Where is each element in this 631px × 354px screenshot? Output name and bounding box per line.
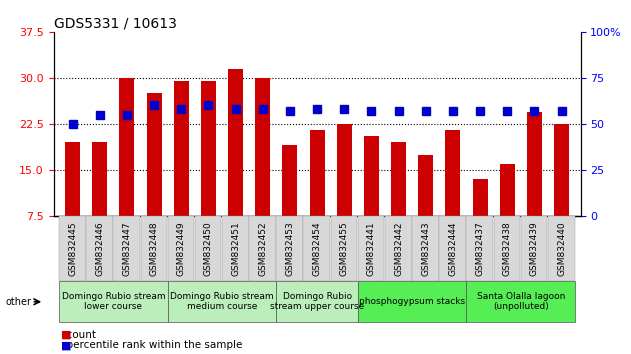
Text: GSM832450: GSM832450 bbox=[204, 221, 213, 276]
Text: GDS5331 / 10613: GDS5331 / 10613 bbox=[54, 17, 177, 31]
Text: GSM832445: GSM832445 bbox=[68, 221, 77, 276]
Bar bbox=[337, 124, 351, 216]
Text: GSM832452: GSM832452 bbox=[258, 221, 268, 276]
Text: GSM832448: GSM832448 bbox=[150, 221, 158, 276]
Text: GSM832451: GSM832451 bbox=[231, 221, 240, 276]
Text: GSM832454: GSM832454 bbox=[312, 221, 322, 276]
Text: phosphogypsum stacks: phosphogypsum stacks bbox=[359, 297, 465, 306]
Text: count: count bbox=[60, 330, 96, 339]
Bar bbox=[119, 78, 134, 216]
Bar bbox=[146, 93, 162, 216]
Text: GSM832439: GSM832439 bbox=[530, 221, 539, 276]
Bar bbox=[283, 145, 297, 216]
Text: ■: ■ bbox=[61, 330, 72, 339]
Bar bbox=[201, 81, 216, 216]
Text: Santa Olalla lagoon
(unpolluted): Santa Olalla lagoon (unpolluted) bbox=[476, 292, 565, 312]
Text: GSM832446: GSM832446 bbox=[95, 221, 104, 276]
Bar bbox=[256, 78, 270, 216]
Text: GSM832449: GSM832449 bbox=[177, 221, 186, 276]
Text: GSM832440: GSM832440 bbox=[557, 221, 566, 276]
Text: other: other bbox=[6, 297, 32, 307]
Bar bbox=[554, 124, 569, 216]
Bar bbox=[391, 142, 406, 216]
Text: GSM832444: GSM832444 bbox=[449, 222, 457, 276]
Bar bbox=[500, 164, 515, 216]
Bar bbox=[364, 136, 379, 216]
Bar bbox=[174, 81, 189, 216]
Text: GSM832453: GSM832453 bbox=[285, 221, 295, 276]
Bar bbox=[418, 155, 433, 216]
Text: Domingo Rubio
stream upper course: Domingo Rubio stream upper course bbox=[270, 292, 364, 312]
Bar bbox=[445, 130, 461, 216]
Bar bbox=[473, 179, 488, 216]
Text: GSM832442: GSM832442 bbox=[394, 222, 403, 276]
Text: Domingo Rubio stream
lower course: Domingo Rubio stream lower course bbox=[62, 292, 165, 312]
Text: GSM832438: GSM832438 bbox=[503, 221, 512, 276]
Text: GSM832447: GSM832447 bbox=[122, 221, 131, 276]
Text: ■: ■ bbox=[61, 340, 72, 350]
Text: Domingo Rubio stream
medium course: Domingo Rubio stream medium course bbox=[170, 292, 274, 312]
Bar bbox=[92, 142, 107, 216]
Bar bbox=[228, 69, 243, 216]
Bar bbox=[527, 112, 542, 216]
Bar bbox=[65, 142, 80, 216]
Text: GSM832443: GSM832443 bbox=[422, 221, 430, 276]
Bar bbox=[310, 130, 324, 216]
Text: GSM832441: GSM832441 bbox=[367, 221, 376, 276]
Text: GSM832437: GSM832437 bbox=[476, 221, 485, 276]
Text: GSM832455: GSM832455 bbox=[339, 221, 349, 276]
Text: percentile rank within the sample: percentile rank within the sample bbox=[60, 340, 242, 350]
